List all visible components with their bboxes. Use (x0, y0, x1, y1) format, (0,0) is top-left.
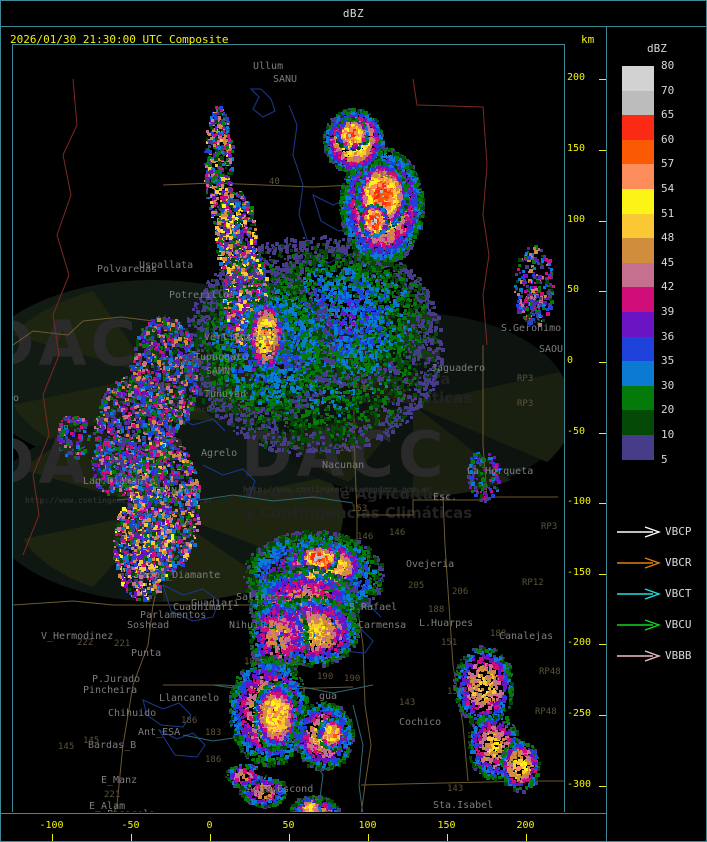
radar-echo-pixel (309, 240, 313, 244)
radar-echo-pixel (417, 292, 420, 295)
radar-echo-pixel (265, 246, 268, 249)
radar-echo-pixel (424, 294, 427, 297)
timestamp-label: 2026/01/30 21:30:00 UTC Composite (10, 33, 229, 46)
radar-echo-pixel (401, 304, 404, 307)
radar-plot-area[interactable]: DACC Dirección de Agricultura y Continge… (12, 44, 565, 812)
radar-echo-pixel (293, 239, 297, 243)
frame-title-divider (0, 26, 707, 27)
radar-echo-pixel (265, 251, 268, 254)
window-title-bar: dBZ (0, 0, 707, 27)
y-axis-unit-label: km (581, 33, 594, 46)
window-title: dBZ (343, 7, 364, 20)
radar-panel: 2026/01/30 21:30:00 UTC Composite km km (3, 30, 606, 812)
frame-legend-divider (606, 26, 607, 842)
frame-top (0, 0, 707, 1)
frame-xaxis-divider (0, 813, 607, 814)
radar-echo-pixel (289, 261, 292, 264)
radar-echo-pixel (286, 237, 288, 239)
radar-echo-pixel (333, 241, 336, 244)
radar-echo-pixel (348, 299, 352, 303)
radar-echo-pixel (336, 276, 338, 278)
frame-left (0, 0, 1, 842)
radar-echo-pixel (278, 254, 281, 257)
